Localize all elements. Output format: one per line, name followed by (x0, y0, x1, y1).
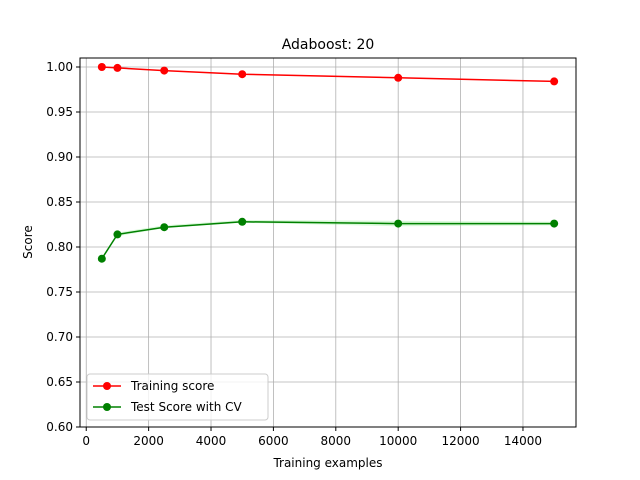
y-tick-label: 0.60 (46, 420, 73, 434)
x-axis-ticks: 0 2000 4000 6000 8000 10000 12000 14000 (82, 427, 542, 448)
x-axis-label: Training examples (272, 456, 382, 470)
training-score-point (160, 66, 169, 75)
y-tick-label: 1.00 (46, 60, 73, 74)
x-tick-label: 0 (82, 434, 90, 448)
test-score-with-cv-point (394, 219, 403, 228)
training-score-point (394, 73, 403, 82)
legend-marker-test (103, 403, 111, 411)
y-tick-label: 0.80 (46, 240, 73, 254)
test-score-with-cv-point (238, 217, 247, 226)
y-tick-label: 0.75 (46, 285, 73, 299)
y-axis-ticks: 0.60 0.65 0.70 0.75 0.80 0.85 0.90 0.95 1.00 (46, 60, 80, 434)
y-tick-label: 0.65 (46, 375, 73, 389)
legend-box (86, 373, 269, 421)
test-score-with-cv-point (550, 219, 559, 228)
x-tick-label: 12000 (441, 434, 479, 448)
test-score-with-cv-line (101, 221, 555, 260)
legend-marker-training (103, 382, 111, 390)
y-axis-label: Score (21, 225, 35, 259)
x-tick-label: 14000 (504, 434, 542, 448)
y-tick-label: 0.85 (46, 195, 73, 209)
test-score-with-cv-point (97, 254, 106, 263)
chart-title: Adaboost: 20 (282, 37, 375, 53)
x-tick-label: 6000 (258, 434, 289, 448)
training-score-point (113, 63, 122, 72)
x-tick-label: 4000 (196, 434, 227, 448)
training-score-point (238, 70, 247, 79)
legend-label-test: Test Score with CV (130, 400, 243, 414)
series-lines (97, 63, 559, 263)
training-score-point (97, 63, 106, 71)
test-score-with-cv-point (160, 223, 169, 232)
y-tick-label: 0.90 (46, 150, 73, 164)
y-tick-label: 0.70 (46, 330, 73, 344)
x-tick-label: 8000 (321, 434, 352, 448)
legend: Training score Test Score with CV (86, 373, 269, 421)
test-score-with-cv-point (113, 230, 122, 239)
plot-frame (79, 57, 577, 428)
y-tick-label: 0.95 (46, 105, 73, 119)
x-tick-label: 2000 (133, 434, 164, 448)
training-score-point (550, 77, 559, 86)
x-tick-label: 10000 (379, 434, 417, 448)
legend-label-training: Training score (130, 379, 214, 393)
